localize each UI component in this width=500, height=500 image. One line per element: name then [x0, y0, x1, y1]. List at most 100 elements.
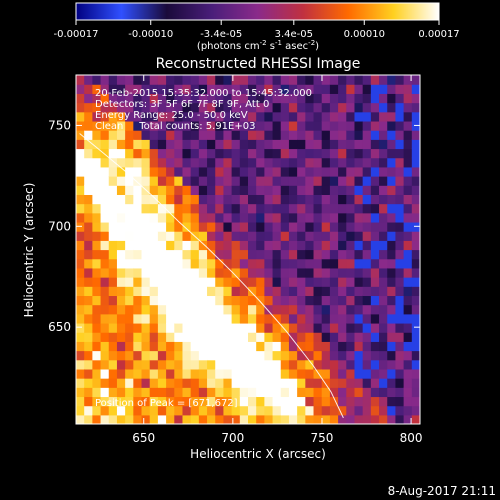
heatmap-cell [288, 378, 298, 388]
heatmap-cell [395, 368, 405, 379]
heatmap-cell [223, 405, 233, 416]
heatmap-cell [207, 75, 216, 85]
heatmap-cell [116, 350, 126, 361]
heatmap-cell [239, 322, 249, 333]
heatmap-cell [313, 185, 323, 195]
heatmap-cell [92, 231, 102, 241]
heatmap-cell [264, 341, 274, 352]
heatmap-cell [108, 322, 118, 333]
heatmap-cell [182, 221, 192, 232]
heatmap-cell [182, 277, 192, 287]
heatmap-cell [338, 194, 347, 205]
heatmap-cell [297, 240, 306, 251]
heatmap-cell [272, 267, 282, 278]
heatmap-cell [141, 139, 151, 150]
heatmap-cell [133, 295, 143, 306]
heatmap-cell [248, 286, 257, 297]
heatmap-cell [256, 387, 265, 398]
heatmap-cell [248, 176, 257, 186]
heatmap-cell [149, 341, 159, 352]
heatmap-cell [248, 396, 257, 407]
heatmap-cell [354, 396, 364, 407]
heatmap-cell [92, 120, 102, 131]
heatmap-cell [264, 304, 274, 315]
heatmap-cell [223, 139, 233, 150]
heatmap-cell [403, 120, 413, 131]
heatmap-cell [231, 322, 241, 333]
heatmap-cell [256, 93, 265, 104]
heatmap-cell [297, 166, 306, 177]
heatmap-cell [403, 286, 413, 297]
heatmap-cell [125, 185, 134, 195]
heatmap-cell [346, 267, 356, 278]
heatmap-cell [321, 240, 331, 251]
heatmap-cell [387, 341, 397, 352]
heatmap-cell [141, 221, 151, 232]
heatmap-cell [305, 350, 315, 361]
heatmap-cell [272, 84, 282, 94]
heatmap-cell [403, 350, 413, 361]
heatmap-cell [190, 359, 200, 370]
heatmap-cell [207, 277, 216, 287]
heatmap-cell [239, 75, 249, 85]
heatmap-cell [321, 295, 331, 306]
heatmap-cell [207, 157, 216, 168]
heatmap-cell [231, 277, 241, 287]
heatmap-cell [182, 120, 192, 131]
heatmap-cell [100, 130, 110, 140]
heatmap-cell [141, 405, 151, 416]
heatmap-cell [346, 102, 356, 113]
heatmap-cell [84, 378, 93, 388]
heatmap-cell [395, 258, 405, 269]
heatmap-cell [297, 84, 306, 94]
heatmap-cell [321, 84, 331, 94]
heatmap-cell [321, 194, 331, 205]
heatmap-cell [133, 249, 143, 260]
heatmap-cell [329, 231, 339, 241]
heatmap-cell [411, 148, 420, 159]
heatmap-cell [264, 240, 274, 251]
heatmap-cell [248, 387, 257, 398]
heatmap-cell [182, 332, 192, 342]
heatmap-cell [76, 387, 85, 398]
heatmap-cell [174, 240, 184, 251]
heatmap-cell [149, 231, 159, 241]
heatmap-cell [346, 295, 356, 306]
heatmap-cell [239, 387, 249, 398]
heatmap-cell [395, 240, 405, 251]
heatmap-cell [264, 203, 274, 214]
heatmap-cell [149, 267, 159, 278]
heatmap-cell [256, 157, 265, 168]
heatmap-cell [313, 212, 323, 223]
heatmap-cell [403, 332, 413, 342]
heatmap-cell [92, 295, 102, 306]
heatmap-cell [166, 378, 175, 388]
heatmap-cell [362, 166, 372, 177]
heatmap-cell [395, 378, 405, 388]
heatmap-cell [223, 221, 233, 232]
heatmap-cell [100, 139, 110, 150]
heatmap-cell [280, 84, 290, 94]
heatmap-cell [149, 332, 159, 342]
heatmap-cell [166, 176, 175, 186]
heatmap-cell [403, 93, 413, 104]
heatmap-cell [370, 267, 380, 278]
heatmap-cell [108, 341, 118, 352]
heatmap-cell [313, 176, 323, 186]
heatmap-cell [403, 304, 413, 315]
heatmap-cell [174, 148, 184, 159]
heatmap-cell [280, 203, 290, 214]
heatmap-cell [76, 304, 85, 315]
heatmap-cell [264, 157, 274, 168]
heatmap-cell [239, 267, 249, 278]
heatmap-cell [108, 240, 118, 251]
heatmap-cell [387, 203, 397, 214]
heatmap-cell [346, 176, 356, 186]
heatmap-cell [141, 111, 151, 122]
heatmap-cell [395, 93, 405, 104]
heatmap-cell [354, 359, 364, 370]
heatmap-cell [133, 231, 143, 241]
heatmap-cell [76, 176, 85, 186]
heatmap-cell [362, 231, 372, 241]
annotation-energy: Energy Range: 25.0 - 50.0 keV [95, 110, 248, 121]
